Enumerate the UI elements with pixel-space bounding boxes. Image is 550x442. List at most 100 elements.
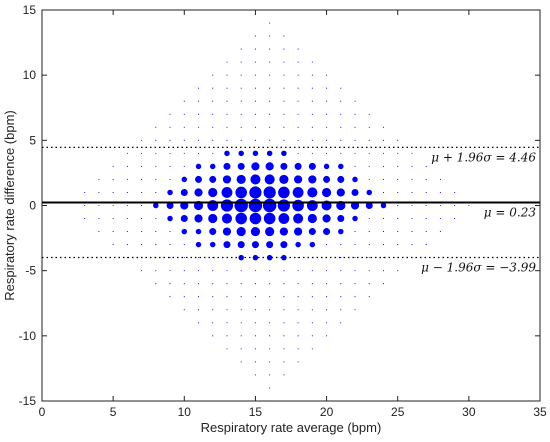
faint-dot xyxy=(340,87,342,89)
data-point xyxy=(294,175,303,184)
faint-dot xyxy=(141,217,143,220)
faint-dot xyxy=(155,139,157,141)
data-point xyxy=(266,241,274,249)
faint-dot xyxy=(169,270,171,272)
y-tick-label: -10 xyxy=(19,329,37,343)
faint-dot xyxy=(368,283,370,285)
faint-dot xyxy=(368,257,370,259)
faint-dot xyxy=(297,139,299,141)
faint-dot xyxy=(98,178,100,180)
faint-dot xyxy=(84,217,86,220)
data-point xyxy=(249,186,262,199)
data-point xyxy=(338,163,344,170)
faint-dot xyxy=(311,348,313,350)
faint-dot xyxy=(240,270,242,272)
data-point xyxy=(292,187,304,198)
faint-dot xyxy=(240,126,242,128)
data-point xyxy=(263,186,276,199)
faint-dot xyxy=(340,322,342,324)
faint-dot xyxy=(183,257,185,259)
faint-dot xyxy=(169,165,171,167)
faint-dot xyxy=(269,348,271,350)
faint-dot xyxy=(269,22,271,24)
faint-dot xyxy=(439,231,441,233)
faint-dot xyxy=(297,87,299,89)
faint-dot xyxy=(240,87,242,89)
faint-dot xyxy=(382,231,385,233)
data-point xyxy=(307,213,317,224)
data-point xyxy=(309,241,316,248)
faint-dot xyxy=(297,283,299,285)
data-point xyxy=(252,254,259,261)
faint-dot xyxy=(397,231,399,233)
faint-dot xyxy=(197,309,200,311)
faint-dot xyxy=(197,100,200,102)
faint-dot xyxy=(197,322,200,324)
faint-dot xyxy=(340,139,342,141)
data-point xyxy=(222,227,232,236)
faint-dot xyxy=(169,113,171,115)
faint-dot xyxy=(326,113,328,115)
faint-dot xyxy=(197,126,200,128)
faint-dot xyxy=(98,191,100,194)
faint-dot xyxy=(169,244,171,246)
data-point xyxy=(265,162,274,171)
faint-dot xyxy=(269,374,271,376)
plot-frame xyxy=(41,9,541,402)
data-point xyxy=(266,254,273,261)
data-point xyxy=(251,162,260,171)
faint-dot xyxy=(297,126,299,128)
data-point xyxy=(223,162,231,170)
faint-dot xyxy=(126,191,128,194)
x-tick-label: 15 xyxy=(249,405,263,419)
data-point xyxy=(337,175,345,183)
faint-dot xyxy=(269,322,271,324)
data-point xyxy=(292,199,304,212)
faint-dot xyxy=(368,165,370,167)
faint-dot xyxy=(368,178,370,180)
data-point xyxy=(294,227,303,236)
faint-dot xyxy=(397,178,399,180)
faint-dot xyxy=(382,257,385,259)
faint-dot xyxy=(183,283,185,285)
data-point xyxy=(236,174,246,185)
faint-dot xyxy=(397,244,399,246)
faint-dot xyxy=(297,348,299,350)
data-point xyxy=(209,163,216,170)
data-point xyxy=(337,215,345,223)
data-point xyxy=(281,254,287,261)
faint-dot xyxy=(269,74,271,76)
data-point xyxy=(250,226,261,237)
faint-dot xyxy=(269,61,271,63)
faint-dot xyxy=(425,217,427,220)
data-point xyxy=(195,241,202,248)
faint-dot xyxy=(311,74,313,76)
faint-dot xyxy=(269,387,271,389)
faint-dot xyxy=(254,48,256,50)
faint-dot xyxy=(354,296,356,298)
data-point xyxy=(221,213,233,224)
data-point xyxy=(181,228,188,235)
faint-dot xyxy=(354,244,356,246)
faint-dot xyxy=(297,270,299,272)
faint-dot xyxy=(283,35,285,37)
data-point xyxy=(308,175,317,184)
data-point xyxy=(262,198,277,213)
faint-dot xyxy=(141,231,143,233)
faint-dot xyxy=(454,191,456,194)
faint-dot xyxy=(283,335,285,337)
faint-dot xyxy=(382,139,385,141)
faint-dot xyxy=(212,296,214,298)
faint-dot xyxy=(340,309,342,311)
faint-dot xyxy=(126,204,128,207)
data-point xyxy=(279,174,289,185)
faint-dot xyxy=(141,152,143,154)
faint-dot xyxy=(283,296,285,298)
faint-dot xyxy=(326,244,328,246)
data-point xyxy=(308,228,316,236)
faint-dot xyxy=(269,139,271,141)
faint-dot xyxy=(269,113,271,115)
data-point xyxy=(181,176,188,183)
faint-dot xyxy=(311,283,313,285)
faint-dot xyxy=(254,100,256,102)
